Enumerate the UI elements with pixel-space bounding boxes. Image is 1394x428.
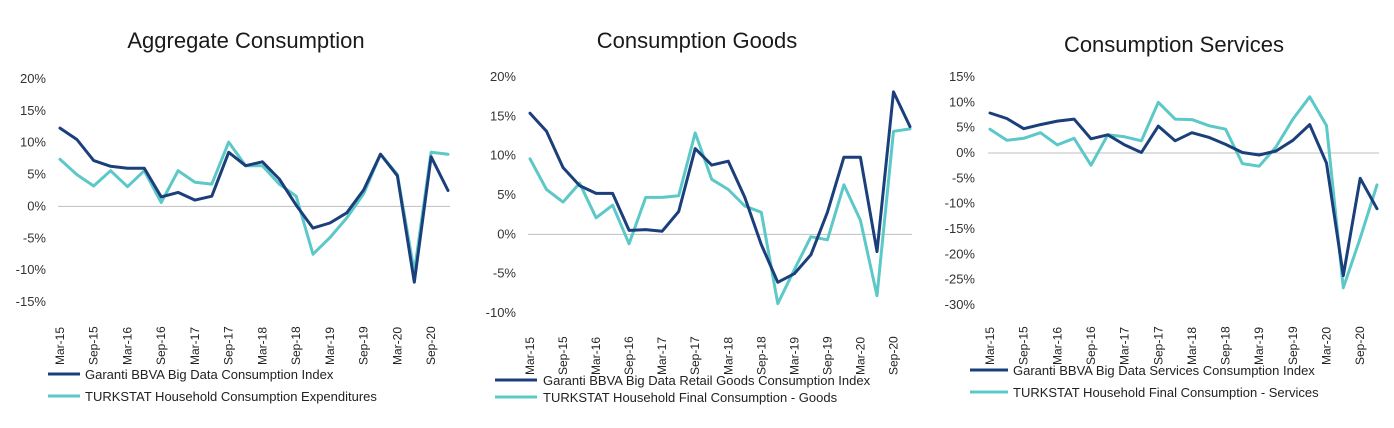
x-tick-label: Mar-18 (1185, 327, 1199, 365)
y-tick-label: 0% (497, 226, 516, 241)
x-tick-label: Sep-20 (424, 326, 438, 365)
legend-label: TURKSTAT Household Final Consumption - G… (543, 390, 838, 405)
x-tick-label: Mar-18 (721, 337, 735, 375)
x-tick-label: Mar-17 (1118, 327, 1132, 365)
y-tick-label: 5% (27, 167, 46, 182)
x-tick-label: Sep-18 (1219, 326, 1233, 365)
x-tick-label: Sep-15 (556, 336, 570, 375)
x-tick-label: Sep-17 (1151, 326, 1165, 365)
x-tick-label: Mar-20 (1320, 327, 1334, 365)
y-tick-label: 5% (497, 187, 516, 202)
legend-label: Garanti BBVA Big Data Retail Goods Consu… (543, 373, 871, 388)
y-tick-label: 20% (490, 69, 516, 84)
chart-title: Consumption Goods (597, 28, 798, 53)
series-line-garanti-bbva (528, 90, 912, 284)
y-tick-label: 10% (490, 148, 516, 163)
chart-title: Consumption Services (1064, 32, 1284, 57)
x-tick-label: Sep-17 (688, 336, 702, 375)
x-tick-label: Mar-15 (523, 337, 537, 375)
x-tick-label: Sep-20 (886, 336, 900, 375)
y-tick-label: 0% (956, 145, 975, 160)
x-tick-label: Sep-19 (357, 326, 371, 365)
x-tick-label: Mar-17 (655, 337, 669, 375)
y-tick-label: 5% (956, 120, 975, 135)
y-tick-label: -15% (945, 221, 976, 236)
series-line-turkstat (988, 95, 1379, 290)
y-tick-label: 0% (27, 198, 46, 213)
x-tick-label: Mar-18 (255, 327, 269, 365)
y-tick-label: -5% (952, 170, 976, 185)
x-tick-label: Mar-19 (323, 327, 337, 365)
x-tick-label: Mar-15 (53, 327, 67, 365)
x-tick-label: Mar-17 (188, 327, 202, 365)
y-tick-label: -10% (486, 305, 517, 320)
x-tick-label: Mar-19 (787, 337, 801, 375)
x-tick-label: Mar-16 (589, 337, 603, 375)
y-tick-label: -5% (23, 230, 47, 245)
y-tick-label: -20% (945, 246, 976, 261)
series-line-turkstat (58, 140, 450, 274)
consumption-goods-chart: Consumption Goods -10% -5% 0% 5% 10% 15% 20% Mar… (486, 28, 912, 405)
x-tick-label: Mar-20 (853, 337, 867, 375)
consumption-services-chart: Consumption Services -30% -25% -20% -15% -10%… (945, 32, 1379, 400)
y-tick-label: -5% (493, 266, 517, 281)
legend-label: Garanti BBVA Big Data Consumption Index (85, 367, 334, 382)
y-tick-label: 15% (949, 69, 975, 84)
x-tick-label: Mar-20 (390, 327, 404, 365)
aggregate-consumption-chart: Aggregate Consumption -15% -10% -5% 0% 5% 10% 1… (16, 28, 450, 404)
x-tick-label: Sep-15 (87, 326, 101, 365)
x-tick-label: Sep-19 (820, 336, 834, 375)
legend-label: TURKSTAT Household Final Consumption - S… (1013, 385, 1319, 400)
chart-title: Aggregate Consumption (127, 28, 364, 53)
x-tick-label: Sep-19 (1286, 326, 1300, 365)
legend-label: TURKSTAT Household Consumption Expenditu… (85, 389, 377, 404)
x-tick-label: Sep-16 (622, 336, 636, 375)
y-tick-label: 20% (20, 71, 46, 86)
legend-label: Garanti BBVA Big Data Services Consumpti… (1013, 363, 1315, 378)
series-line-turkstat (528, 127, 912, 306)
y-tick-label: -15% (16, 294, 47, 309)
x-tick-label: Mar-15 (983, 327, 997, 365)
y-tick-label: -30% (945, 297, 976, 312)
y-tick-label: -25% (945, 272, 976, 287)
x-tick-label: Mar-16 (1050, 327, 1064, 365)
x-tick-label: Sep-18 (289, 326, 303, 365)
y-tick-label: 15% (20, 103, 46, 118)
x-tick-label: Sep-16 (154, 326, 168, 365)
series-line-garanti-bbva (58, 126, 450, 284)
y-tick-label: 10% (20, 135, 46, 150)
x-tick-label: Sep-20 (1353, 326, 1367, 365)
x-tick-label: Sep-15 (1017, 326, 1031, 365)
x-tick-label: Sep-18 (754, 336, 768, 375)
y-tick-label: -10% (16, 262, 47, 277)
y-tick-label: 10% (949, 94, 975, 109)
x-tick-label: Sep-17 (222, 326, 236, 365)
y-tick-label: 15% (490, 108, 516, 123)
x-tick-label: Mar-19 (1252, 327, 1266, 365)
series-line-garanti-bbva (988, 111, 1379, 278)
x-tick-label: Sep-16 (1084, 326, 1098, 365)
x-tick-label: Mar-16 (120, 327, 134, 365)
y-tick-label: -10% (945, 196, 976, 211)
